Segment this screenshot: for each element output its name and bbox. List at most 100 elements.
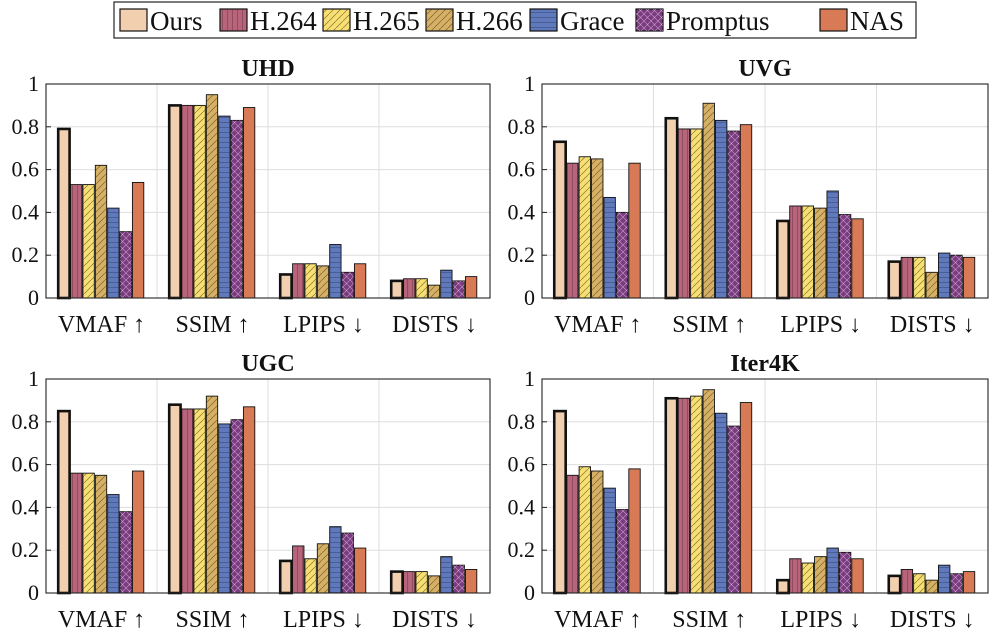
xtick-label: SSIM ↑: [672, 312, 746, 338]
bar-h-264-vmaf-hatch: [70, 184, 82, 298]
xtick-label: DISTS ↓: [392, 607, 477, 631]
axes-frame: [541, 378, 989, 594]
bar-promptus-ssim-hatch: [727, 426, 740, 593]
bar-nas-ssim: [739, 402, 753, 594]
ytick-label: 0.4: [12, 199, 40, 224]
bar-nas-dists: [464, 569, 478, 594]
bar-grace-vmaf-hatch: [603, 197, 616, 298]
panel-title: UGC: [241, 351, 294, 377]
panel-iter4k: 0 0.2 0.4 0.6 0.8 1 VMAF ↑ SSIM ↑ LPIPS ↓ DISTS ↓…: [508, 351, 989, 631]
legend-swatch-h265-hatch: [323, 9, 350, 31]
legend-swatch-nas: [819, 8, 848, 32]
legend-entry-h265: H.265: [322, 6, 420, 36]
bar-h-264-vmaf-hatch: [566, 475, 579, 593]
bar-promptus-vmaf-hatch: [120, 231, 132, 298]
axes-frame: [541, 83, 989, 299]
bar-nas-lpips: [353, 547, 367, 594]
bar-promptus-lpips-hatch: [839, 552, 851, 593]
ytick-label: 0: [28, 580, 39, 605]
bar-nas-ssim: [242, 406, 256, 594]
ytick-label: 0.4: [508, 494, 536, 519]
bar-ours-lpips: [775, 578, 790, 595]
bar-h-264-ssim-hatch: [181, 105, 193, 299]
bar-grace-dists-hatch: [938, 565, 950, 593]
bar-promptus-lpips-hatch: [342, 533, 354, 593]
ytick-label: 1: [28, 366, 39, 391]
legend-swatch-h264-hatch: [220, 9, 247, 31]
bar-h-264-lpips-hatch: [789, 205, 802, 298]
bar-h-266-dists-hatch: [428, 575, 440, 593]
bar-h-266-ssim-hatch: [703, 389, 715, 593]
bar-nas-dists: [962, 571, 976, 594]
bar-nas-lpips: [851, 218, 864, 299]
bar-nas-lpips: [851, 558, 864, 594]
bar-h-265-lpips-hatch: [304, 263, 317, 298]
bar-promptus-vmaf-hatch: [616, 509, 628, 593]
panel-title: Iter4K: [730, 351, 800, 377]
legend-entry-h266: H.266: [425, 6, 523, 36]
ytick-label: 0: [28, 285, 39, 310]
bar-h-266-dists-hatch: [926, 272, 938, 298]
bar-h-264-ssim-hatch: [678, 128, 690, 298]
bar-ours-vmaf: [552, 409, 567, 595]
ytick-label: 0.6: [508, 157, 536, 182]
bar-ours-dists: [389, 570, 404, 595]
bar-grace-ssim-hatch: [715, 120, 727, 298]
bar-h-265-dists-hatch: [415, 278, 428, 298]
legend-label-h266: H.266: [456, 6, 523, 36]
bar-h-265-ssim-hatch: [690, 396, 703, 593]
bar-ours-ssim: [167, 104, 182, 300]
bar-ours-lpips: [775, 219, 790, 300]
bar-promptus-ssim-hatch: [727, 131, 740, 298]
bar-nas-vmaf: [131, 181, 145, 299]
ytick-label: 1: [524, 366, 535, 391]
legend-swatch-ours: [119, 8, 148, 32]
bar-grace-lpips-hatch: [329, 526, 342, 593]
bar-h-264-vmaf-hatch: [70, 473, 82, 593]
bar-h-266-dists-hatch: [926, 580, 938, 593]
ytick-label: 0.8: [508, 409, 536, 434]
bar-nas-vmaf: [628, 468, 641, 594]
xtick-label: VMAF ↑: [58, 312, 145, 338]
legend-label-ours: Ours: [150, 6, 203, 36]
legend-entry-nas: NAS: [819, 6, 904, 36]
bar-nas-ssim: [242, 107, 256, 299]
panel-title: UHD: [241, 56, 294, 82]
panel-ugc: 0 0.2 0.4 0.6 0.8 1 VMAF ↑ SSIM ↑ LPIPS ↓ DISTS ↓…: [12, 351, 491, 631]
bar-h-266-dists-hatch: [428, 285, 440, 298]
bar-ours-lpips: [278, 273, 293, 300]
bar-promptus-lpips-hatch: [839, 214, 851, 298]
legend-swatch-grace-hatch: [530, 9, 557, 31]
bar-h-265-vmaf-hatch: [82, 473, 95, 593]
bar-grace-lpips-hatch: [826, 548, 839, 593]
bar-promptus-ssim-hatch: [231, 120, 243, 298]
legend-label-h264: H.264: [250, 6, 317, 36]
ytick-label: 0.8: [12, 409, 40, 434]
bar-ours-lpips: [278, 559, 293, 595]
bar-h-265-dists-hatch: [913, 573, 926, 593]
bar-nas-vmaf: [131, 470, 145, 594]
bar-ours-vmaf: [56, 409, 71, 595]
bar-h-265-ssim-hatch: [690, 128, 703, 298]
bar-promptus-dists-hatch: [950, 255, 963, 298]
legend-swatch-h266-hatch: [426, 9, 453, 31]
xtick-label: SSIM ↑: [175, 312, 249, 338]
bar-h-264-dists-hatch: [901, 257, 913, 298]
bar-promptus-lpips-hatch: [342, 272, 354, 298]
xtick-label: VMAF ↑: [554, 312, 641, 338]
xtick-label: LPIPS ↓: [780, 312, 861, 338]
legend-box: [113, 1, 917, 39]
bar-h-265-lpips-hatch: [802, 563, 814, 593]
xtick-label: DISTS ↓: [890, 607, 975, 631]
bar-promptus-vmaf-hatch: [616, 212, 628, 298]
ytick-label: 0.2: [12, 537, 40, 562]
bar-nas-dists: [464, 276, 478, 299]
ytick-label: 0.6: [12, 157, 40, 182]
bar-nas-lpips: [353, 263, 367, 299]
xtick-label: DISTS ↓: [392, 312, 477, 338]
ytick-label: 0: [524, 285, 535, 310]
bar-h-266-vmaf-hatch: [591, 471, 603, 593]
bar-h-264-lpips-hatch: [789, 558, 802, 593]
xtick-label: SSIM ↑: [672, 607, 746, 631]
